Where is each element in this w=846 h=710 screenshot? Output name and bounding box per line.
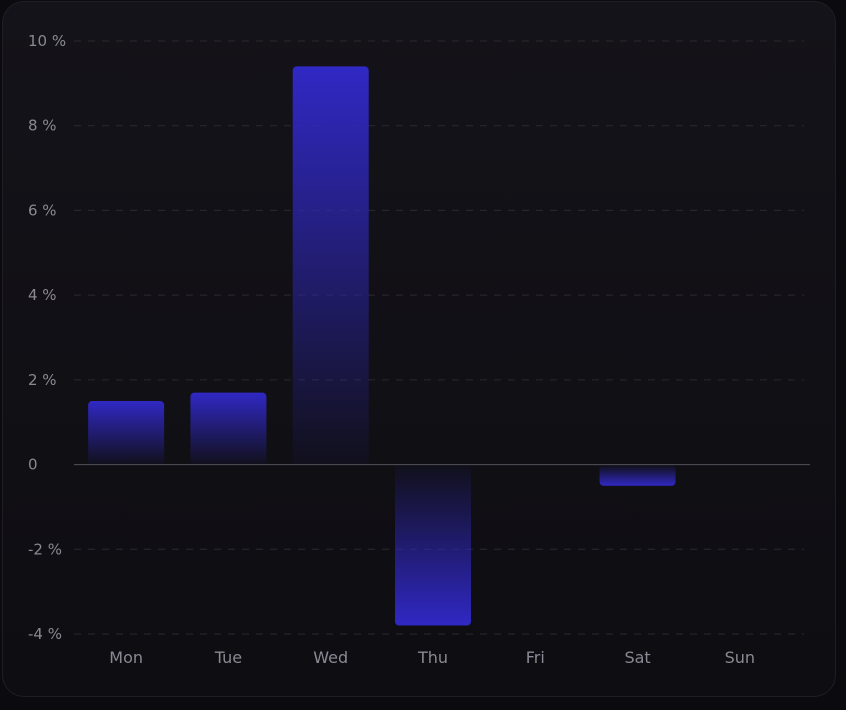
- y-axis-ticks: 10 % 8 % 6 % 4 % 2 % 0 -2 % -4 %: [28, 32, 66, 643]
- y-tick-label: -2 %: [28, 540, 62, 558]
- y-tick-label: 8 %: [28, 117, 57, 135]
- bar-sat[interactable]: [599, 465, 676, 486]
- y-tick-label: 0: [28, 456, 38, 474]
- bar-thu[interactable]: [395, 465, 471, 626]
- bars: [88, 66, 676, 626]
- x-tick-label: Mon: [109, 648, 143, 667]
- x-tick-label: Tue: [214, 648, 242, 667]
- x-tick-label: Wed: [313, 648, 348, 667]
- bar-tue[interactable]: [190, 392, 267, 465]
- bar-mon[interactable]: [88, 401, 165, 465]
- y-tick-label: 10 %: [28, 32, 66, 50]
- x-tick-label: Fri: [526, 648, 545, 667]
- y-tick-label: -4 %: [28, 625, 62, 643]
- y-tick-label: 4 %: [28, 286, 57, 304]
- x-tick-label: Sun: [725, 648, 755, 667]
- bar-wed[interactable]: [292, 66, 369, 465]
- x-tick-label: Thu: [417, 648, 448, 667]
- x-tick-label: Sat: [624, 648, 650, 667]
- y-tick-label: 6 %: [28, 201, 57, 219]
- y-tick-label: 2 %: [28, 371, 57, 389]
- x-axis-ticks: Mon Tue Wed Thu Fri Sat Sun: [109, 648, 755, 667]
